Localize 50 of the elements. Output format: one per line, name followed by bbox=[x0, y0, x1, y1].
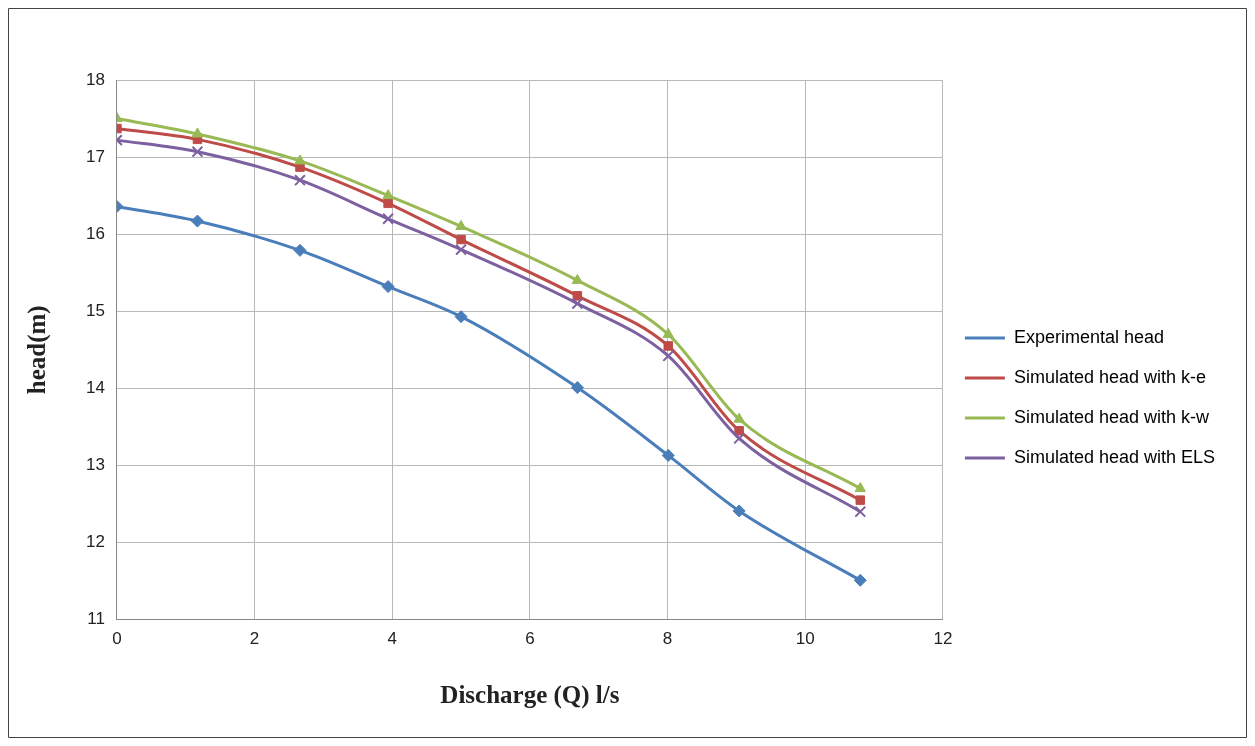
y-tick-label: 13 bbox=[85, 455, 105, 475]
y-tick-label: 12 bbox=[85, 532, 105, 552]
point bbox=[570, 381, 584, 395]
y-tick-label: 17 bbox=[85, 146, 105, 166]
point bbox=[382, 189, 394, 200]
point bbox=[572, 291, 583, 301]
x-tick-label: 6 bbox=[525, 629, 535, 649]
y-tick-label: 11 bbox=[87, 609, 105, 629]
y-axis-title: head(m) bbox=[23, 305, 52, 395]
point bbox=[191, 145, 204, 158]
point bbox=[455, 243, 468, 256]
legend-label: Simulated head with k-w bbox=[1013, 406, 1210, 427]
point bbox=[854, 505, 867, 518]
x-axis-title: Discharge (Q) l/s bbox=[440, 681, 620, 710]
point bbox=[733, 432, 746, 445]
point bbox=[294, 154, 306, 165]
x-tick-label: 10 bbox=[795, 629, 815, 649]
y-tick-label: 16 bbox=[85, 223, 105, 243]
point bbox=[662, 350, 675, 362]
point bbox=[571, 297, 584, 310]
point bbox=[854, 482, 866, 493]
point bbox=[661, 448, 675, 462]
point bbox=[662, 327, 674, 338]
legend-label: Experimental head bbox=[1013, 326, 1164, 347]
legend-label: Simulated head with ELS bbox=[1013, 446, 1215, 467]
x-tick-label: 2 bbox=[249, 629, 260, 649]
point bbox=[663, 341, 673, 351]
point bbox=[454, 310, 468, 324]
point bbox=[293, 243, 307, 257]
legend-label: Simulated head with k-e bbox=[1013, 366, 1206, 387]
x-tick-label: 4 bbox=[387, 629, 397, 649]
point bbox=[381, 280, 395, 294]
y-tick-label: 14 bbox=[85, 378, 105, 398]
point bbox=[191, 127, 204, 138]
point bbox=[455, 219, 467, 230]
x-tick-label: 0 bbox=[112, 629, 122, 649]
point bbox=[383, 198, 393, 209]
point bbox=[456, 234, 466, 245]
y-tick-label: 18 bbox=[85, 69, 105, 89]
point bbox=[294, 174, 306, 187]
point bbox=[382, 212, 395, 225]
point bbox=[732, 504, 746, 518]
point bbox=[190, 214, 204, 228]
point bbox=[734, 426, 744, 436]
point bbox=[733, 412, 745, 423]
point bbox=[855, 495, 866, 505]
point bbox=[853, 573, 867, 587]
x-tick-label: 12 bbox=[933, 629, 953, 649]
x-tick-label: 8 bbox=[662, 629, 673, 649]
y-tick-label: 15 bbox=[85, 300, 105, 320]
